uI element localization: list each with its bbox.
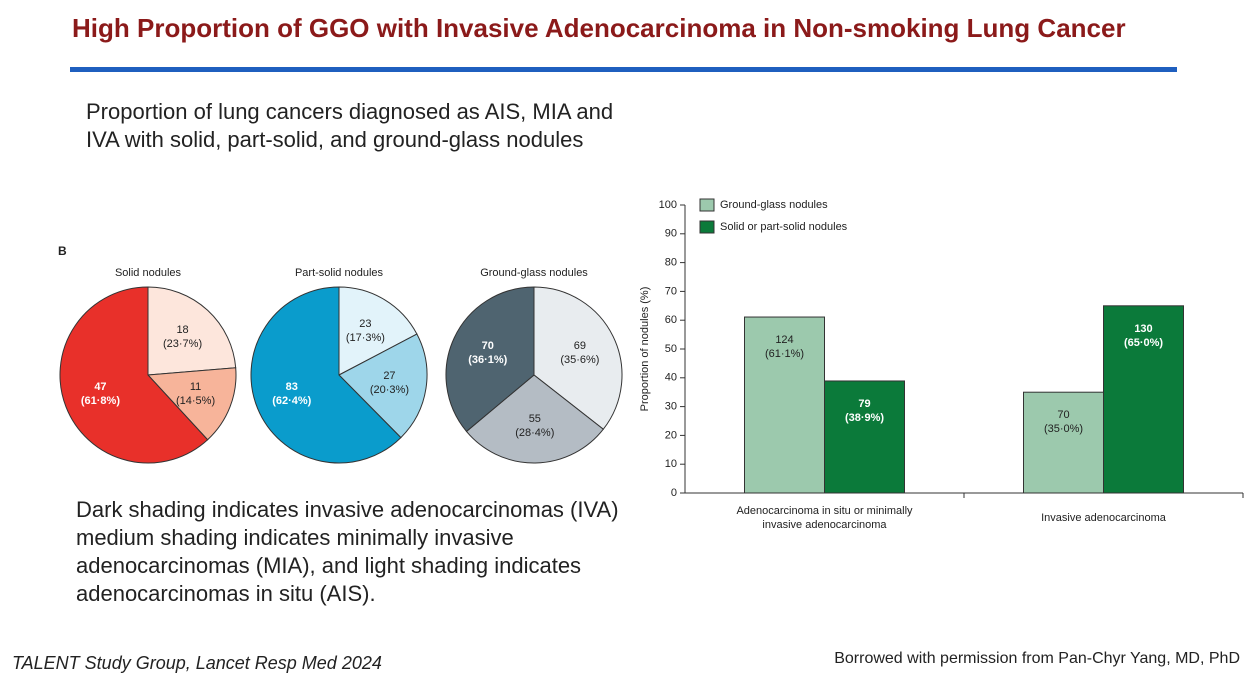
pie-slice [445,286,535,433]
title-rule [70,67,1177,72]
legend-label: Solid or part-solid nodules [720,221,848,233]
slice-label: 27 (20·3%) [369,369,409,396]
pie-slice [147,286,237,376]
slice-label: 69 (35·6%) [560,339,600,366]
legend-swatch [699,198,715,212]
slice-label: 11 (14·5%) [175,380,216,407]
pie-slice [146,367,237,441]
y-tick-label: 60 [665,314,677,326]
y-tick-label: 80 [665,257,677,269]
credit: Borrowed with permission from Pan-Chyr Y… [834,650,1240,667]
y-tick-label: 90 [665,228,677,240]
x-tick-label: Invasive adenocarcinoma [1041,512,1166,524]
y-tick-label: 20 [665,429,677,441]
pie-slice [338,333,428,439]
y-tick-label: 70 [665,285,677,297]
slide-title: High Proportion of GGO with Invasive Ade… [72,13,1126,43]
pie-slice [59,286,209,464]
y-tick-label: 50 [665,343,677,355]
bar-label: 70 (35·0%) [1043,409,1084,436]
bar-label: 79 (38·9%) [844,397,885,424]
citation: TALENT Study Group, Lancet Resp Med 2024 [12,653,382,673]
slice-label: 70 (36·1%) [468,340,508,367]
note-text: Dark shading indicates invasive adenocar… [76,497,619,606]
x-tick-label: Adenocarcinoma in situ or minimally inva… [736,505,913,531]
slice-label: 47 (61·8%) [80,380,120,407]
pie-title: Ground-glass nodules [480,267,588,279]
panel-label: B [58,244,67,258]
slice-label: 18 (23·7%) [163,324,203,351]
y-tick-label: 0 [671,487,677,499]
pie-title: Part-solid nodules [295,267,384,279]
pie-slice [338,286,418,376]
legend-swatch [699,220,715,234]
pie-title: Solid nodules [115,267,182,279]
bar-label: 124 (61·1%) [764,334,805,361]
y-tick-label: 30 [665,401,677,413]
pie-slice [533,286,623,430]
pie-slice [250,286,402,464]
pie-slice [465,374,605,464]
bar [824,380,905,494]
y-axis-label: Proportion of nodules (%) [639,287,651,412]
bar [1103,305,1184,494]
legend-label: Ground-glass nodules [720,199,828,211]
slice-label: 23 (17·3%) [345,318,385,345]
slice-label: 83 (62·4%) [272,381,312,408]
bar [744,316,825,494]
bar-label: 130 (65·0%) [1123,322,1164,349]
slice-label: 55 (28·4%) [515,413,555,440]
intro-text: Proportion of lung cancers diagnosed as … [86,99,614,152]
y-tick-label: 100 [659,199,677,211]
y-tick-label: 10 [665,458,677,470]
y-tick-label: 40 [665,372,677,384]
